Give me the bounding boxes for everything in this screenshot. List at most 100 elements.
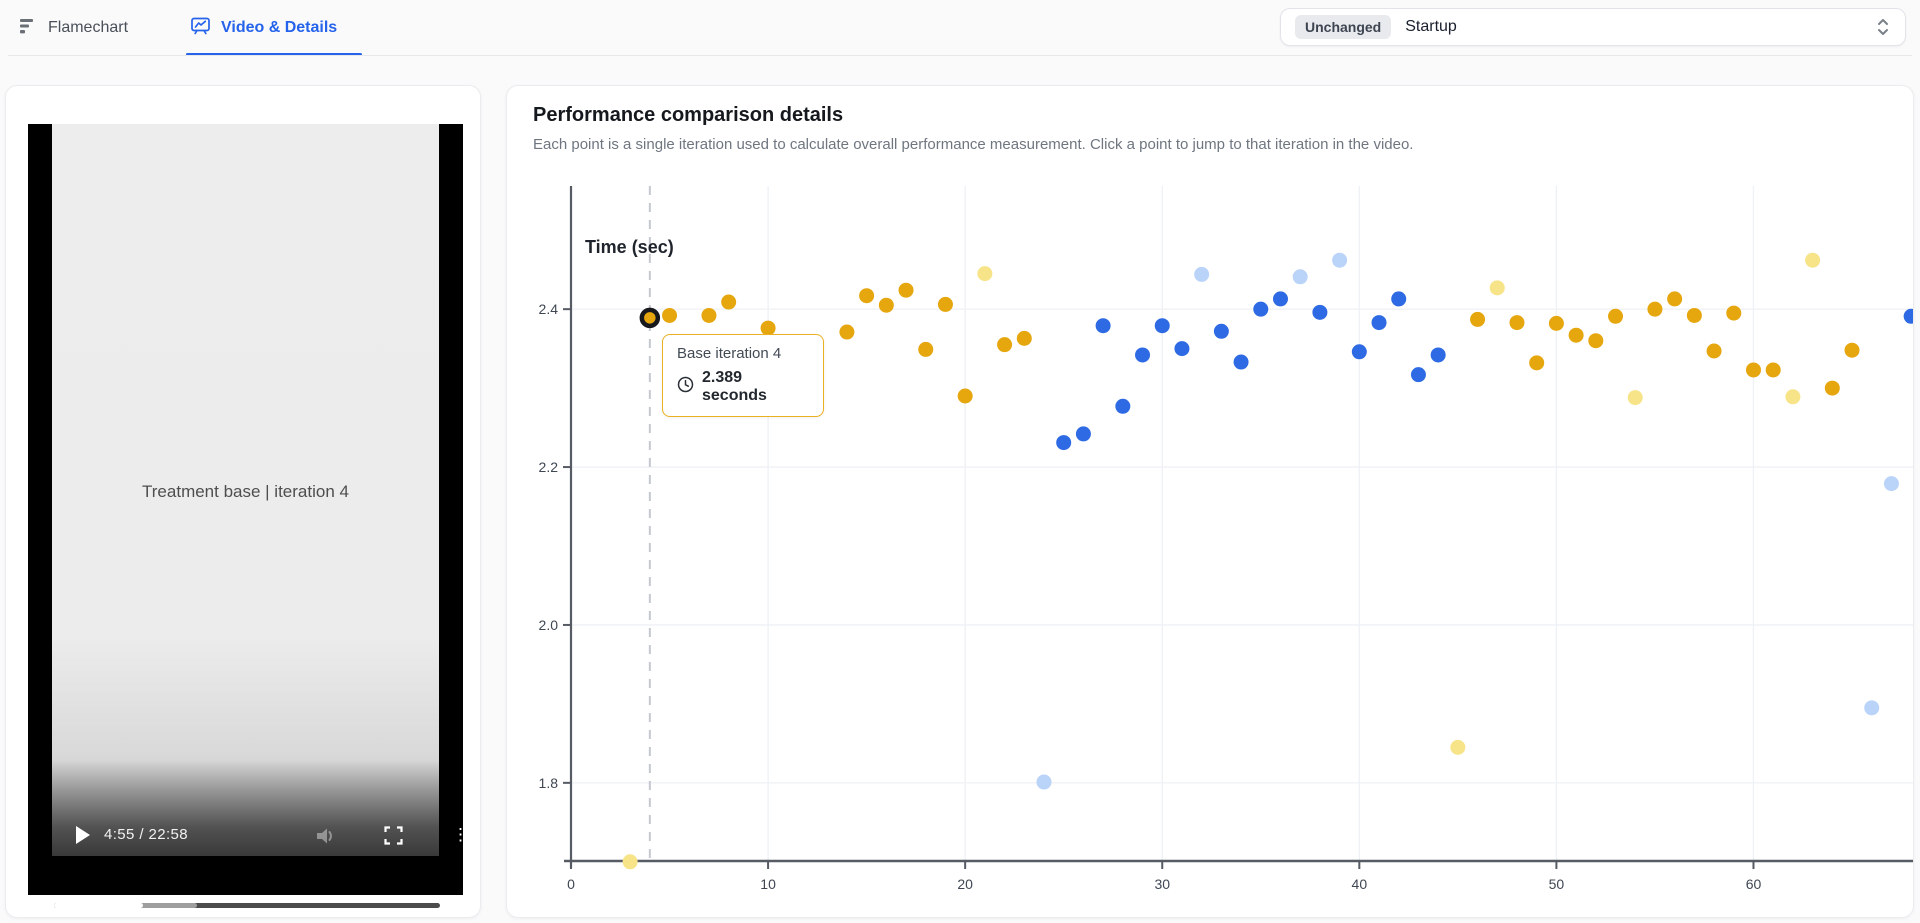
y-tick-label: 2.2 [539,459,559,475]
data-point-base-outlier[interactable] [1805,252,1821,268]
data-point-base[interactable] [701,307,717,323]
volume-icon[interactable] [314,825,338,852]
panel-subtitle: Each point is a single iteration used to… [533,136,1414,153]
data-point-treatment[interactable] [1056,435,1072,451]
data-point-base[interactable] [1844,342,1860,358]
x-tick-label: 10 [760,876,776,892]
video-controls: 4:55 / 22:58 ⋮ [52,824,469,852]
data-point-base[interactable] [1588,333,1604,349]
data-point-base[interactable] [1726,305,1742,321]
data-point-treatment[interactable] [1075,426,1091,442]
data-point-treatment[interactable] [1174,341,1190,357]
tab-video-details[interactable]: Video & Details [190,0,337,56]
data-point-treatment[interactable] [1135,347,1151,363]
data-point-treatment[interactable] [1272,291,1288,307]
data-point-treatment[interactable] [1371,315,1387,331]
data-point-base[interactable] [721,294,737,310]
video-progress-bar[interactable] [54,903,440,908]
data-point-treatment[interactable] [1115,398,1131,414]
tooltip-title: Base iteration 4 [677,345,782,362]
status-badge: Unchanged [1295,15,1392,39]
point-tooltip: Base iteration 4 2.389 seconds [662,334,824,417]
data-point-treatment[interactable] [1351,344,1367,360]
data-point-treatment[interactable] [1391,291,1407,307]
data-point-base-outlier[interactable] [622,854,638,870]
data-point-treatment-outlier[interactable] [1883,476,1899,492]
play-button[interactable] [76,826,90,844]
data-point-base-outlier[interactable] [1489,280,1505,296]
data-point-base[interactable] [1686,307,1702,323]
video-controls-scrim [52,760,439,856]
data-point-base[interactable] [918,341,934,357]
data-point-base[interactable] [1745,362,1761,378]
more-options-icon[interactable]: ⋮ [452,825,469,844]
data-point-base[interactable] [878,297,894,313]
data-point-base[interactable] [1667,291,1683,307]
video-details-icon [190,15,211,41]
data-point-base[interactable] [760,320,776,336]
data-point-treatment-outlier[interactable] [1036,774,1052,790]
y-tick-label: 2.4 [539,301,559,317]
x-tick-label: 30 [1154,876,1170,892]
scatter-plot[interactable]: 2.4 2.2 2.0 1.8 0 10 20 30 40 50 60 Time (sec) [531,186,1914,918]
performance-details-card: Performance comparison details Each poin… [506,85,1914,918]
data-point-base[interactable] [898,282,914,298]
data-point-treatment[interactable] [1233,354,1249,370]
data-point-base[interactable] [839,324,855,340]
fullscreen-icon[interactable] [384,826,403,850]
data-point-base-outlier[interactable] [1785,389,1801,405]
data-point-base[interactable] [1647,301,1663,317]
data-point-base-outlier[interactable] [1450,739,1466,755]
data-point-treatment[interactable] [1903,308,1914,324]
data-point-treatment[interactable] [1095,318,1111,334]
data-point-base[interactable] [1016,330,1032,346]
data-point-base[interactable] [1470,311,1486,327]
data-point-base[interactable] [1548,315,1564,331]
data-point-treatment[interactable] [1430,347,1446,363]
x-tick-label: 40 [1352,876,1368,892]
data-point-treatment[interactable] [1410,367,1426,383]
y-axis-title: Time (sec) [585,237,674,257]
data-point-treatment[interactable] [1213,323,1229,339]
data-point-base[interactable] [1509,315,1525,331]
data-point-base[interactable] [1529,355,1545,371]
data-point-base[interactable] [1706,343,1722,359]
video-player[interactable]: Treatment base | iteration 4 4:55 / 22:5… [28,124,469,908]
data-point-treatment-outlier[interactable] [1864,700,1880,716]
data-point-treatment-outlier[interactable] [1332,252,1348,268]
data-point-treatment[interactable] [1154,318,1170,334]
video-progress-played [54,903,143,908]
data-point-base[interactable] [859,288,875,304]
data-point-base[interactable] [957,388,973,404]
data-point-treatment-outlier[interactable] [1292,269,1308,285]
chevron-up-down-icon [1875,16,1891,38]
video-time: 4:55 / 22:58 [104,826,189,843]
data-point-treatment[interactable] [1312,304,1328,320]
active-tab-underline [186,53,362,56]
video-screen: Treatment base | iteration 4 [52,124,439,856]
video-player-card: Treatment base | iteration 4 4:55 / 22:5… [5,85,481,918]
comparison-selector[interactable]: Unchanged Startup [1280,8,1906,46]
data-point-base[interactable] [1608,308,1624,324]
data-point-base[interactable] [662,307,678,323]
data-point-base-outlier[interactable] [977,266,993,282]
clock-icon [677,376,694,398]
data-point-base-outlier[interactable] [1627,390,1643,406]
tab-flamechart[interactable]: Flamechart [18,0,128,56]
topbar-divider [8,55,1912,56]
data-point-treatment[interactable] [1253,301,1269,317]
x-tick-label: 50 [1549,876,1565,892]
tab-flamechart-label: Flamechart [48,19,129,36]
flamechart-icon [18,16,38,41]
selector-value: Startup [1405,18,1457,35]
data-point-base[interactable] [1765,362,1781,378]
data-point-base[interactable] [1568,327,1584,343]
data-point-base[interactable] [1824,380,1840,396]
video-overlay-title: Treatment base | iteration 4 [142,482,349,501]
data-point-base[interactable] [997,337,1013,353]
selected-data-point[interactable] [639,307,661,329]
top-bar: Flamechart Video & Details Unchanged Sta… [0,0,1920,56]
data-point-treatment-outlier[interactable] [1194,266,1210,282]
data-point-base[interactable] [937,296,953,312]
y-tick-label: 1.8 [539,775,559,791]
